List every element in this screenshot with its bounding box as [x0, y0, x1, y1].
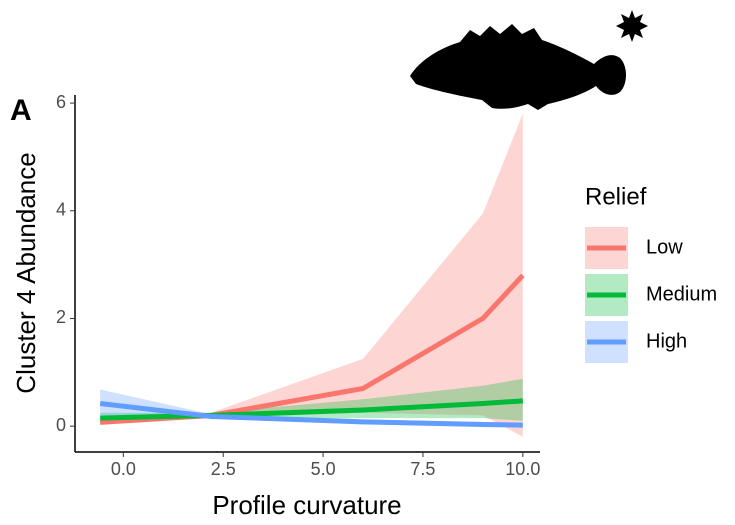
x-tick-label: 10.0 — [505, 459, 540, 479]
legend-label: Medium — [646, 283, 717, 305]
confidence-ribbon — [100, 378, 523, 424]
x-axis-title: Profile curvature — [212, 490, 401, 520]
y-tick-label: 2 — [56, 307, 66, 327]
fish-silhouette — [410, 10, 648, 110]
x-tick-label: 0.0 — [111, 459, 136, 479]
legend-label: Low — [646, 236, 683, 258]
x-tick-label: 7.5 — [410, 459, 435, 479]
legend-title: Relief — [585, 183, 647, 210]
trend-line — [100, 398, 523, 421]
y-tick-label: 4 — [56, 200, 66, 220]
x-tick-label: 5.0 — [311, 459, 336, 479]
y-axis-title: Cluster 4 Abundance — [11, 152, 41, 393]
legend-label: High — [646, 330, 687, 352]
trend-line — [99, 401, 523, 428]
panel-label: A — [10, 94, 32, 127]
y-tick-label: 6 — [56, 92, 66, 112]
x-tick-label: 2.5 — [211, 459, 236, 479]
plot-area — [99, 113, 525, 437]
y-tick-label: 0 — [56, 415, 66, 435]
